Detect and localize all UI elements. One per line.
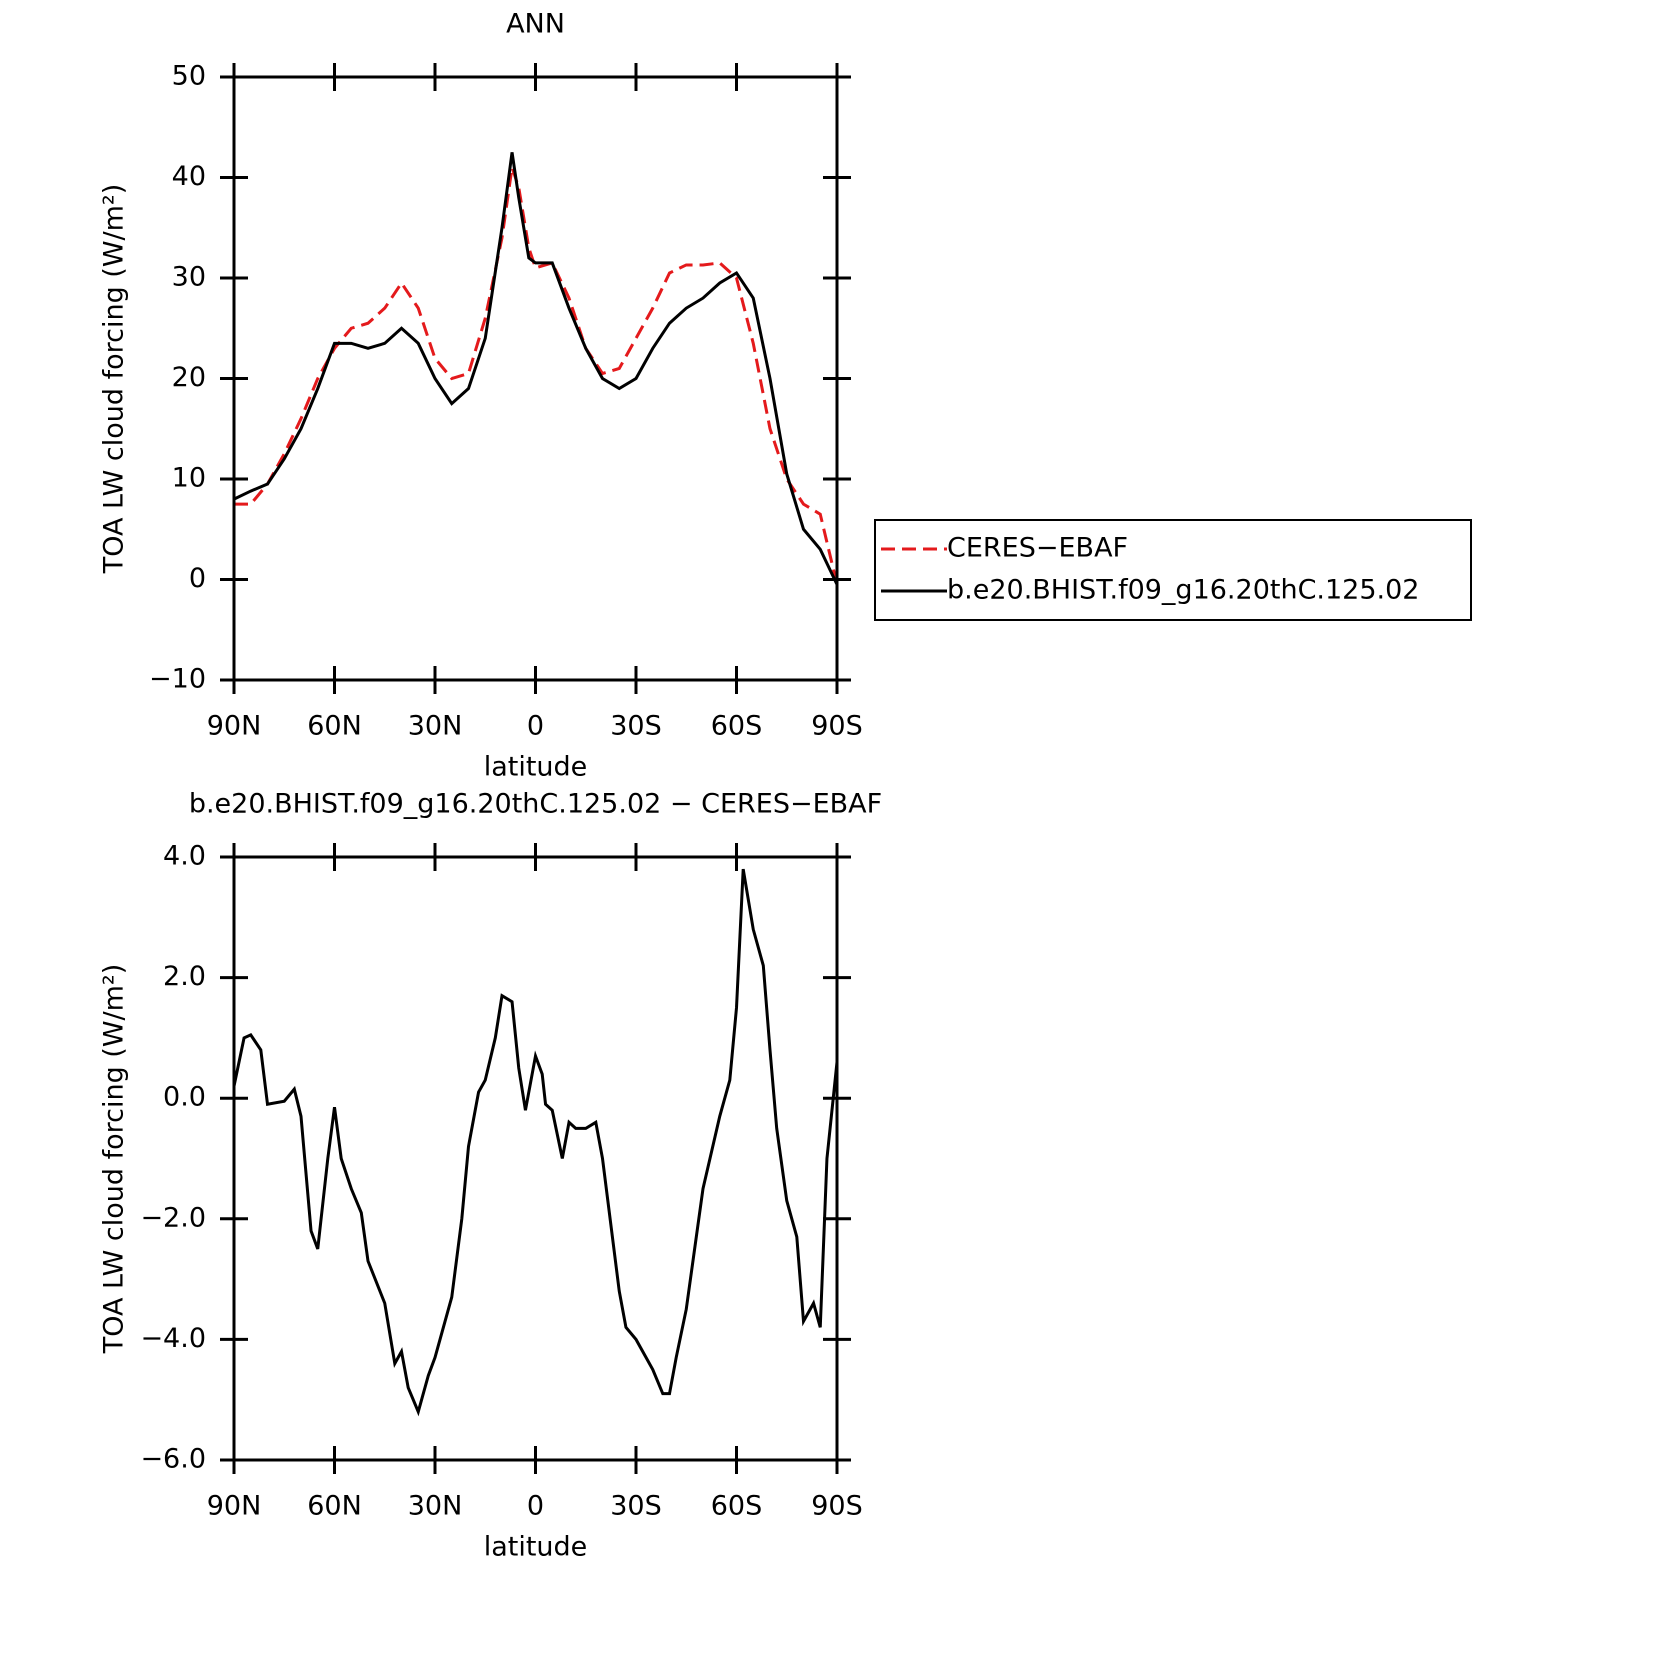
y-tick-label: −4.0 [140, 1323, 206, 1354]
chart-title: ANN [506, 9, 565, 40]
x-tick-label: 90N [207, 711, 262, 742]
y-tick-label: 20 [172, 362, 206, 393]
x-tick-label: 30S [610, 711, 662, 742]
x-tick-label: 30N [408, 1491, 463, 1522]
y-tick-label: −6.0 [140, 1444, 206, 1475]
y-tick-label: −2.0 [140, 1202, 206, 1233]
x-tick-label: 30S [610, 1491, 662, 1522]
x-axis-label: latitude [484, 1532, 588, 1563]
y-tick-label: 0.0 [163, 1082, 206, 1113]
x-axis-label: latitude [484, 752, 588, 783]
plot-frame [232, 75, 839, 682]
y-axis-label: TOA LW cloud forcing (W/m²) [99, 964, 130, 1355]
x-tick-label: 60S [711, 711, 763, 742]
data-line [233, 152, 839, 586]
x-tick-label: 60N [307, 711, 362, 742]
x-tick-label: 30N [408, 711, 463, 742]
x-tick-label: 90S [811, 1491, 863, 1522]
y-tick-label: 30 [172, 262, 206, 293]
chart-title: b.e20.BHIST.f09_g16.20thC.125.02 − CERES… [189, 789, 882, 820]
y-tick-label: 10 [172, 463, 206, 494]
legend-label: CERES−EBAF [947, 533, 1128, 564]
x-tick-label: 0 [527, 1491, 544, 1522]
y-tick-label: 50 [172, 61, 206, 92]
y-tick-label: 0 [189, 563, 206, 594]
x-tick-label: 0 [527, 711, 544, 742]
x-tick-label: 90S [811, 711, 863, 742]
data-line [232, 868, 839, 1417]
y-axis-label: TOA LW cloud forcing (W/m²) [99, 184, 130, 575]
y-tick-label: 2.0 [163, 961, 206, 992]
x-tick-label: 90N [207, 1491, 262, 1522]
y-tick-label: 4.0 [163, 841, 206, 872]
legend-box [874, 519, 1472, 621]
x-tick-label: 60N [307, 1491, 362, 1522]
x-tick-label: 60S [711, 1491, 763, 1522]
legend-label: b.e20.BHIST.f09_g16.20thC.125.02 [947, 575, 1419, 606]
data-line [234, 166, 839, 585]
plot-frame [232, 855, 839, 1462]
y-tick-label: −10 [149, 664, 206, 695]
y-tick-label: 40 [172, 161, 206, 192]
